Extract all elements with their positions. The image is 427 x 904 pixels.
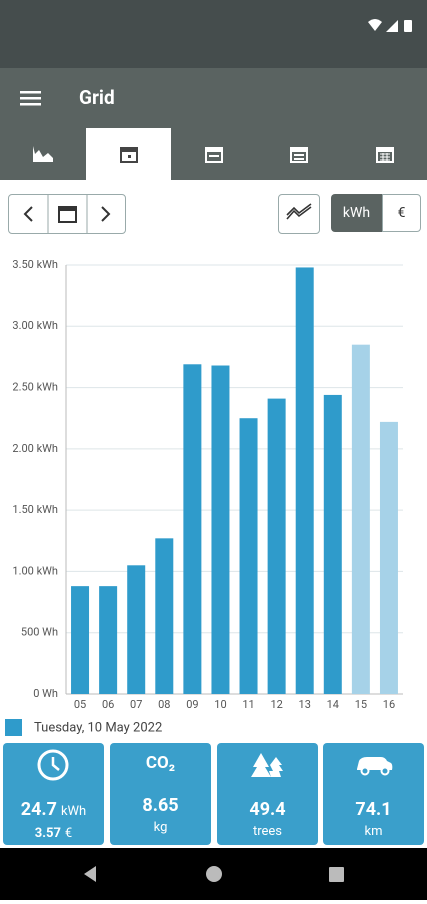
recents-button[interactable] [329,867,344,882]
x-tick-label: 11 [242,698,254,711]
legend-label: Tuesday, 10 May 2022 [34,720,162,735]
date-navigator [8,194,126,234]
status-bar [0,0,427,68]
back-button[interactable] [84,866,96,882]
tab-month[interactable] [256,128,341,180]
bar [351,344,370,694]
x-tick-label: 06 [102,698,114,711]
bar [211,365,230,694]
stat-value: 24.7 [20,799,57,820]
bar [379,421,398,694]
x-tick-label: 15 [355,698,367,711]
stat-card-energy[interactable]: 24.7 kWh 3.57 € [3,743,104,845]
bar [239,418,258,694]
screen-title: Grid [79,86,115,109]
x-tick-label: 13 [299,698,311,711]
compare-button[interactable] [278,194,320,234]
tab-year[interactable] [342,128,427,180]
car-icon [357,757,393,776]
y-tick-label: 1.00 kWh [12,564,58,577]
stat-card-distance[interactable]: 74.1 km [323,743,424,845]
unit-euro[interactable]: € [382,194,421,232]
co2-icon: CO₂ [145,753,176,773]
bar [155,538,174,694]
y-tick-label: 3.00 kWh [12,319,58,332]
menu-button[interactable] [20,89,42,107]
x-tick-label: 14 [327,698,339,711]
navigation-bar [0,848,427,900]
bar [323,394,342,694]
x-tick-label: 12 [270,698,282,711]
x-tick-label: 10 [214,698,226,711]
x-tick-label: 05 [74,698,86,711]
bar [267,398,286,694]
x-tick-label: 07 [130,698,142,711]
y-tick-label: 3.50 kWh [12,258,58,271]
tab-overview[interactable] [0,128,85,180]
x-tick-label: 16 [383,698,395,711]
trees-icon [251,753,283,777]
stat-unit: trees [252,824,283,839]
bar [183,364,202,694]
tab-day[interactable] [86,128,171,180]
next-button[interactable] [101,206,111,222]
y-tick-label: 2.50 kWh [12,380,58,393]
previous-button[interactable] [23,206,33,222]
x-tick-label: 09 [186,698,198,711]
stat-card-trees[interactable]: 49.4 trees [217,743,318,845]
bar [71,586,90,694]
x-tick-label: 08 [158,698,170,711]
y-tick-label: 1.50 kWh [12,503,58,516]
bar [127,565,146,694]
y-tick-label: 0 Wh [33,687,58,700]
bar [295,267,314,694]
stat-card-co2[interactable]: CO₂ 8.65 kg [110,743,211,845]
stat-sub-value: 3.57 [34,826,61,841]
y-tick-label: 500 Wh [21,626,58,639]
stat-value: 74.1 [355,799,392,820]
status-icons [368,19,412,32]
home-button[interactable] [206,866,222,882]
chart: 0 Wh 500 Wh 1.00 kWh 1.50 kWh 2.00 kWh 2.50 k… [5,258,403,736]
stat-unit: kg [153,820,168,835]
bar [99,586,118,694]
clock-icon [37,749,69,781]
tab-week[interactable] [171,128,256,180]
legend-swatch [5,719,22,736]
unit-kwh[interactable]: kWh [331,194,382,232]
stat-unit: km [364,824,383,839]
y-tick-label: 2.00 kWh [12,442,58,455]
stat-unit: kWh [60,804,87,819]
stat-value: 49.4 [249,799,286,820]
stat-value: 8.65 [142,795,179,816]
stat-sub-unit: € [64,826,73,841]
